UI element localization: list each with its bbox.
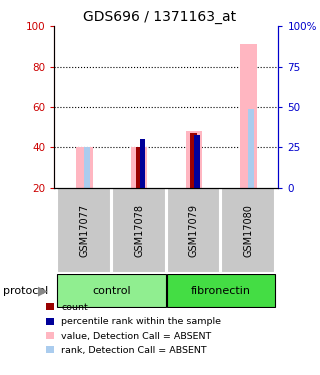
- Bar: [167, 274, 275, 307]
- Legend: percentile rank within the sample: percentile rank within the sample: [46, 317, 221, 326]
- Text: ▶: ▶: [38, 284, 48, 297]
- Text: GDS696 / 1371163_at: GDS696 / 1371163_at: [84, 10, 236, 24]
- Bar: [76, 147, 93, 188]
- Bar: [167, 188, 220, 273]
- Legend: value, Detection Call = ABSENT: value, Detection Call = ABSENT: [46, 332, 212, 340]
- Bar: [136, 147, 142, 188]
- Legend: count: count: [46, 303, 88, 312]
- Text: control: control: [92, 286, 131, 296]
- Bar: [240, 44, 257, 188]
- Text: GSM17079: GSM17079: [189, 204, 199, 257]
- Text: GSM17077: GSM17077: [79, 204, 90, 257]
- Bar: [194, 135, 200, 188]
- Text: GSM17080: GSM17080: [243, 204, 253, 257]
- Text: protocol: protocol: [3, 286, 48, 296]
- Bar: [190, 133, 197, 188]
- Bar: [186, 131, 202, 188]
- Text: fibronectin: fibronectin: [191, 286, 251, 296]
- Bar: [57, 274, 166, 307]
- Bar: [112, 188, 166, 273]
- Text: GSM17078: GSM17078: [134, 204, 144, 257]
- Bar: [221, 188, 275, 273]
- Bar: [140, 139, 145, 188]
- Bar: [57, 188, 111, 273]
- Bar: [131, 147, 147, 188]
- Legend: rank, Detection Call = ABSENT: rank, Detection Call = ABSENT: [46, 346, 207, 355]
- Bar: [84, 147, 90, 188]
- Bar: [248, 109, 253, 188]
